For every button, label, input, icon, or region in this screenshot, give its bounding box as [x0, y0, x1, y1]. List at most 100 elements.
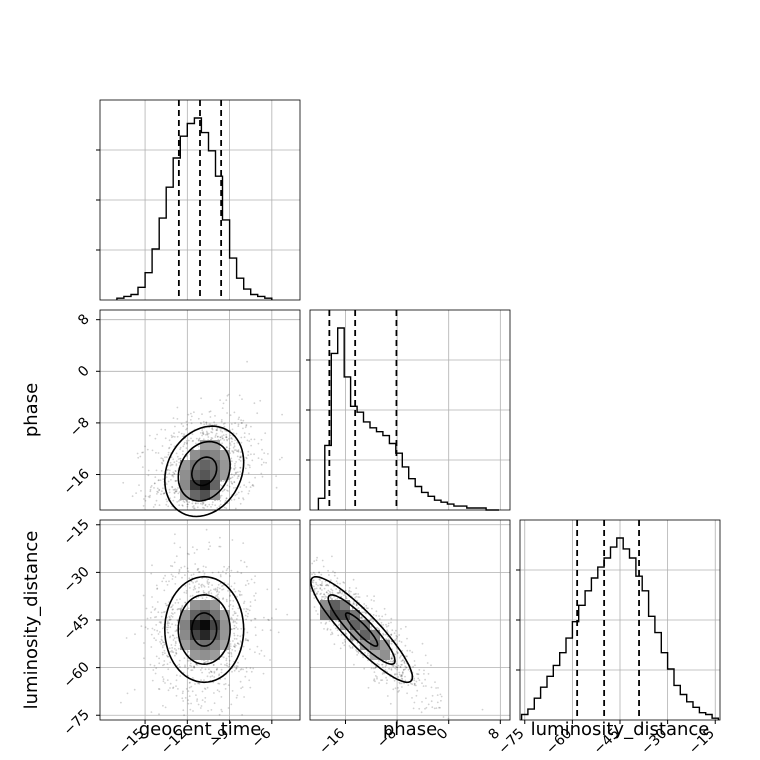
sample-point: [171, 651, 174, 653]
sample-point: [176, 418, 179, 420]
sample-point: [395, 635, 398, 637]
sample-point: [237, 425, 240, 427]
sample-point: [192, 573, 195, 576]
sample-point: [401, 659, 404, 662]
x-tick-label-phase: −16: [316, 725, 348, 757]
sample-point: [218, 545, 221, 548]
sample-point: [339, 582, 341, 585]
sample-point: [352, 602, 355, 604]
sample-point: [246, 631, 249, 634]
sample-point: [425, 685, 427, 687]
sample-point: [175, 629, 178, 631]
sample-point: [230, 473, 233, 476]
sample-point: [203, 679, 205, 681]
sample-point: [382, 624, 385, 626]
sample-point: [406, 655, 408, 658]
sample-point: [190, 669, 193, 672]
sample-point: [175, 464, 178, 467]
sample-point: [142, 451, 145, 454]
sample-point: [234, 494, 237, 497]
sample-point: [181, 604, 184, 607]
sample-point: [201, 429, 204, 432]
sample-point: [227, 583, 230, 585]
density-cell: [210, 480, 220, 490]
sample-point: [176, 619, 179, 622]
sample-point: [404, 625, 407, 628]
sample-point: [246, 579, 249, 582]
sample-point: [413, 701, 416, 704]
sample-point: [193, 586, 196, 589]
sample-point: [382, 632, 384, 635]
sample-point: [146, 448, 149, 451]
sample-point: [216, 427, 219, 430]
sample-point: [242, 498, 245, 501]
sample-point: [269, 629, 272, 632]
sample-point: [340, 634, 343, 636]
sample-point: [162, 487, 164, 490]
sample-point: [142, 505, 145, 507]
sample-point: [243, 600, 246, 603]
sample-point: [235, 668, 238, 670]
sample-point: [337, 634, 340, 637]
sample-point: [348, 593, 351, 595]
sample-point: [188, 654, 191, 657]
sample-point: [172, 417, 175, 419]
sample-point: [195, 694, 197, 696]
sample-point: [196, 580, 198, 583]
sample-point: [398, 681, 401, 684]
sample-point: [240, 559, 242, 562]
sample-point: [390, 617, 393, 620]
sample-point: [375, 666, 377, 669]
sample-point: [198, 583, 200, 585]
sample-point: [189, 708, 192, 711]
sample-point: [401, 671, 404, 673]
sample-point: [222, 588, 225, 591]
sample-point: [151, 596, 153, 598]
sample-point: [261, 629, 264, 631]
sample-point: [254, 476, 256, 479]
sample-point: [237, 475, 240, 478]
sample-point: [407, 668, 410, 671]
sample-point: [430, 686, 433, 689]
sample-point: [247, 639, 249, 642]
sample-point: [332, 570, 334, 573]
sample-point: [353, 663, 355, 666]
sample-point: [327, 589, 330, 592]
sample-point: [341, 642, 344, 644]
sample-point: [376, 626, 378, 629]
sample-point: [157, 491, 160, 494]
sample-point: [216, 429, 218, 431]
sample-point: [197, 445, 200, 448]
sample-point: [189, 595, 192, 597]
sample-point: [253, 595, 256, 597]
sample-point: [355, 592, 357, 595]
sample-point: [214, 436, 217, 438]
sample-point: [237, 491, 240, 494]
sample-point: [348, 587, 351, 589]
sample-point: [336, 582, 339, 585]
density-cell: [220, 640, 230, 650]
sample-point: [327, 584, 329, 586]
sample-point: [219, 436, 222, 439]
sample-point: [204, 503, 207, 506]
sample-point: [413, 660, 416, 662]
sample-point: [217, 682, 220, 685]
sample-point: [186, 441, 188, 444]
sample-point: [154, 672, 157, 675]
sample-point: [149, 494, 151, 497]
sample-point: [163, 663, 166, 666]
sample-point: [198, 439, 201, 442]
sample-point: [217, 593, 220, 596]
sample-point: [167, 624, 170, 627]
sample-point: [209, 545, 212, 547]
sample-point: [235, 626, 238, 629]
sample-point: [400, 682, 403, 685]
sample-point: [188, 583, 191, 585]
sample-point: [188, 682, 191, 684]
sample-point: [343, 638, 346, 641]
sample-point: [242, 668, 245, 671]
sample-point: [254, 651, 256, 654]
sample-point: [194, 502, 197, 505]
sample-point: [172, 639, 175, 641]
sample-point: [447, 717, 450, 720]
